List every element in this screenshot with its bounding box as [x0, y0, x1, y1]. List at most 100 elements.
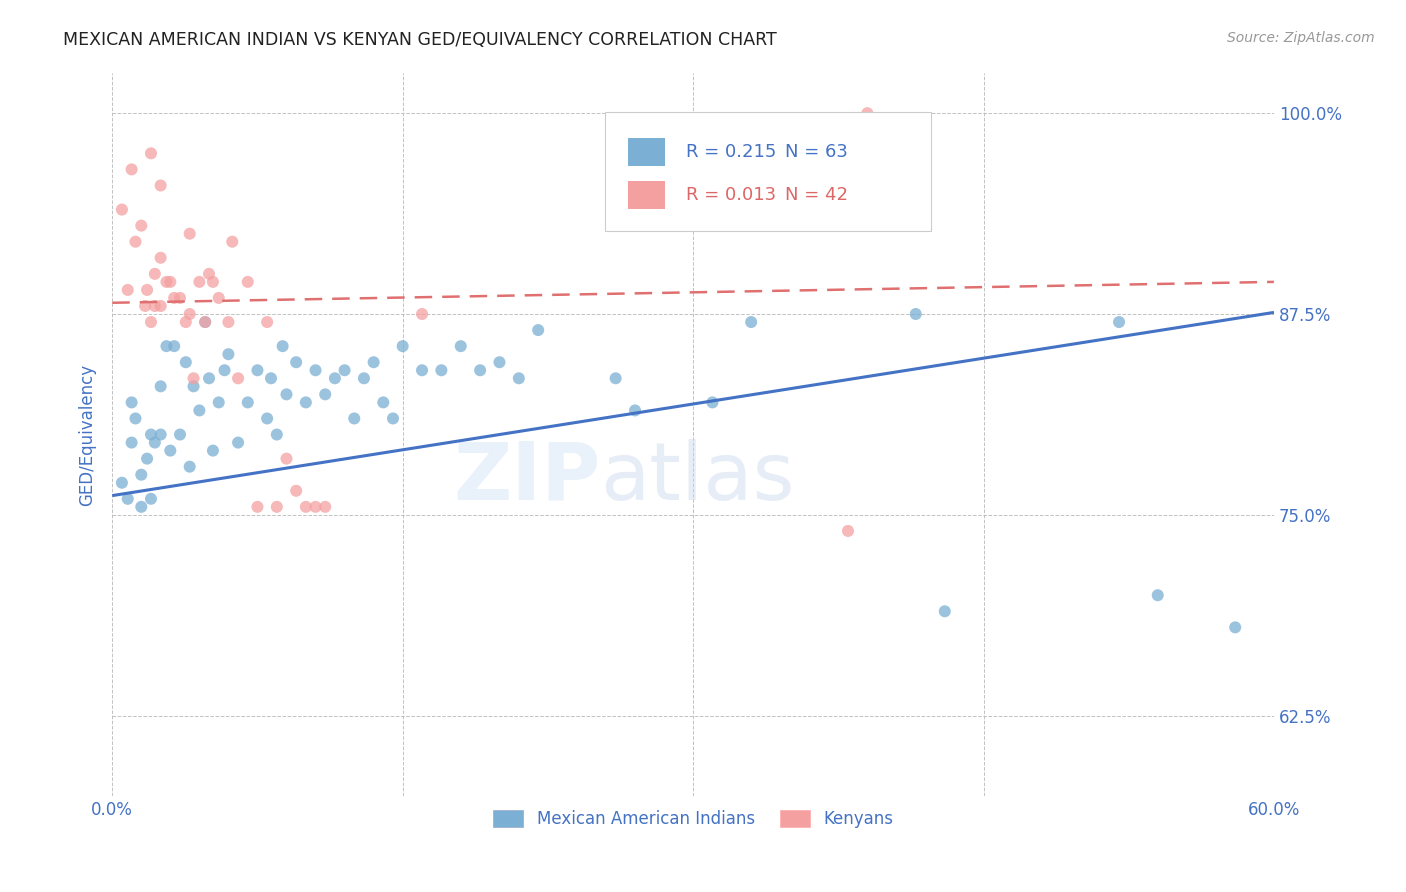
Point	[159, 275, 181, 289]
Point	[363, 355, 385, 369]
Point	[124, 235, 146, 249]
Point	[271, 339, 294, 353]
Point	[314, 387, 336, 401]
Point	[527, 323, 550, 337]
Point	[221, 235, 243, 249]
Point	[837, 524, 859, 538]
Point	[139, 491, 162, 506]
Point	[194, 315, 217, 329]
Point	[121, 395, 143, 409]
Point	[121, 435, 143, 450]
Point	[149, 427, 172, 442]
Point	[163, 291, 186, 305]
Point	[276, 451, 298, 466]
Point	[124, 411, 146, 425]
Text: N = 42: N = 42	[785, 186, 848, 204]
Point	[304, 363, 326, 377]
Point	[163, 339, 186, 353]
Point	[149, 178, 172, 193]
Point	[179, 227, 201, 241]
Point	[333, 363, 356, 377]
Point	[246, 500, 269, 514]
Point	[266, 500, 288, 514]
Legend: Mexican American Indians, Kenyans: Mexican American Indians, Kenyans	[486, 804, 900, 835]
Point	[143, 267, 166, 281]
Point	[194, 315, 217, 329]
Point	[411, 363, 433, 377]
Point	[174, 355, 197, 369]
Point	[149, 299, 172, 313]
Point	[285, 355, 308, 369]
Point	[198, 267, 221, 281]
Text: MEXICAN AMERICAN INDIAN VS KENYAN GED/EQUIVALENCY CORRELATION CHART: MEXICAN AMERICAN INDIAN VS KENYAN GED/EQ…	[63, 31, 778, 49]
Point	[382, 411, 405, 425]
Point	[139, 146, 162, 161]
Point	[201, 275, 224, 289]
Point	[188, 403, 211, 417]
Point	[373, 395, 395, 409]
Point	[188, 275, 211, 289]
Point	[143, 435, 166, 450]
Point	[111, 202, 134, 217]
FancyBboxPatch shape	[605, 112, 931, 231]
Point	[256, 315, 278, 329]
Point	[149, 379, 172, 393]
Point	[1146, 588, 1168, 602]
Point	[136, 451, 159, 466]
Point	[136, 283, 159, 297]
Point	[174, 315, 197, 329]
Point	[129, 467, 152, 482]
Point	[468, 363, 491, 377]
Point	[159, 443, 181, 458]
Point	[117, 283, 139, 297]
Point	[934, 604, 956, 618]
Point	[129, 500, 152, 514]
Text: atlas: atlas	[600, 439, 794, 517]
Text: N = 63: N = 63	[785, 143, 848, 161]
Point	[1108, 315, 1130, 329]
Point	[111, 475, 134, 490]
Point	[226, 435, 249, 450]
Point	[488, 355, 510, 369]
Point	[508, 371, 530, 385]
Point	[179, 307, 201, 321]
Point	[266, 427, 288, 442]
Point	[904, 307, 927, 321]
Point	[260, 371, 283, 385]
Point	[129, 219, 152, 233]
Point	[856, 106, 879, 120]
Point	[226, 371, 249, 385]
Point	[139, 315, 162, 329]
Point	[411, 307, 433, 321]
Point	[702, 395, 724, 409]
Point	[740, 315, 762, 329]
Y-axis label: GED/Equivalency: GED/Equivalency	[79, 363, 96, 506]
Point	[201, 443, 224, 458]
Point	[143, 299, 166, 313]
Point	[605, 371, 627, 385]
FancyBboxPatch shape	[628, 138, 665, 166]
Point	[155, 275, 177, 289]
Point	[149, 251, 172, 265]
Point	[183, 379, 205, 393]
Point	[214, 363, 236, 377]
Point	[179, 459, 201, 474]
Point	[208, 395, 231, 409]
Point	[236, 275, 259, 289]
Point	[117, 491, 139, 506]
Point	[624, 403, 647, 417]
Point	[208, 291, 231, 305]
Point	[256, 411, 278, 425]
Point	[1225, 620, 1247, 634]
Point	[155, 339, 177, 353]
Point	[353, 371, 375, 385]
Point	[121, 162, 143, 177]
Point	[295, 395, 318, 409]
Point	[169, 427, 191, 442]
Point	[198, 371, 221, 385]
Text: R = 0.215: R = 0.215	[686, 143, 776, 161]
Point	[430, 363, 453, 377]
Point	[285, 483, 308, 498]
Point	[236, 395, 259, 409]
Text: Source: ZipAtlas.com: Source: ZipAtlas.com	[1227, 31, 1375, 45]
